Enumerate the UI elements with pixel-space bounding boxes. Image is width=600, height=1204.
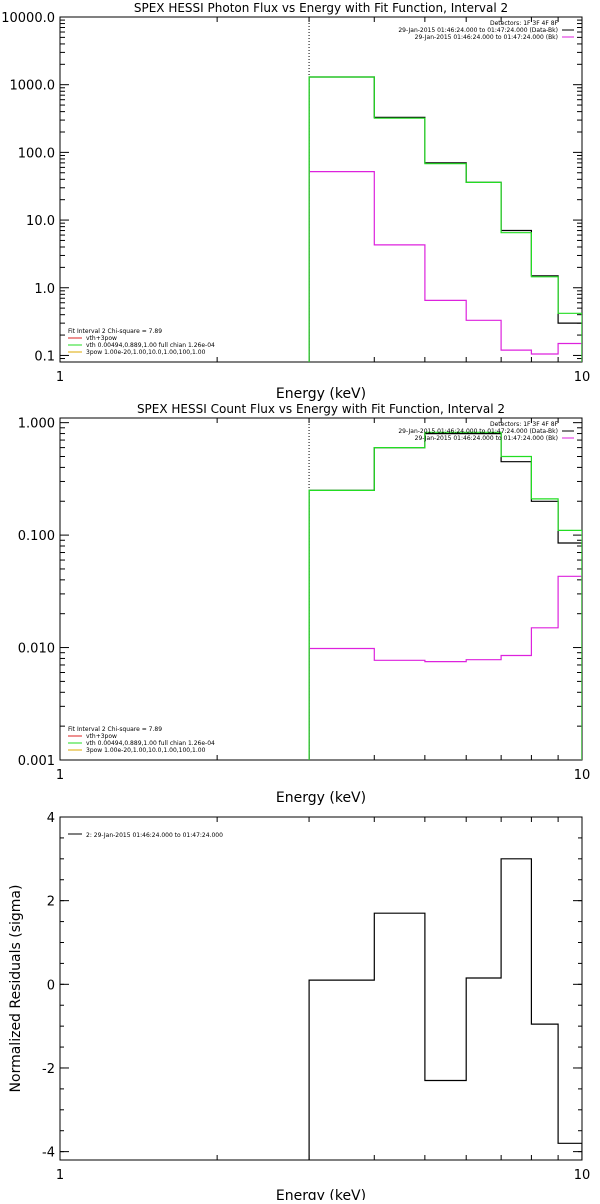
legend-entry: vth+3pow xyxy=(86,335,117,342)
x-tick-label: 1 xyxy=(56,370,64,385)
chart-title: SPEX HESSI Count Flux vs Energy with Fit… xyxy=(137,402,505,416)
legend-entry: vth 0.00494,0.889,1.00 full chian 1.26e-… xyxy=(86,342,215,349)
series-residuals xyxy=(308,858,582,1160)
legend-entry: 3pow 1.00e-20,1.00,10.0,1.00,100,1.00 xyxy=(86,747,206,754)
legend-entry: 29-Jan-2015 01:46:24.000 to 01:47:24.000… xyxy=(398,27,558,34)
y-tick-label: 0 xyxy=(47,978,55,993)
legend-entry: Detectors: 1F 3F 4F 8F xyxy=(490,421,559,428)
chart-panel-2: SPEX HESSI Count Flux vs Energy with Fit… xyxy=(18,402,590,806)
y-tick-label: 0.1 xyxy=(34,349,55,364)
series-vth xyxy=(308,431,582,760)
series-bk xyxy=(308,171,582,362)
legend-entry: Fit Interval 2 Chi-square = 7.89 xyxy=(68,726,162,733)
x-axis-label: Energy (keV) xyxy=(276,1188,366,1200)
legend-entry: 29-Jan-2015 01:46:24.000 to 01:47:24.000… xyxy=(415,34,558,41)
y-tick-label: -4 xyxy=(42,1146,55,1161)
y-tick-label: 0.100 xyxy=(18,529,55,544)
x-axis-label: Energy (keV) xyxy=(276,790,366,806)
y-tick-label: 1.000 xyxy=(18,417,55,432)
x-tick-label: 10 xyxy=(574,1168,591,1183)
plot-frame xyxy=(59,417,583,761)
legend-entry: 2: 29-Jan-2015 01:46:24.000 to 01:47:24.… xyxy=(86,832,223,839)
x-tick-label: 10 xyxy=(574,370,591,385)
x-tick-label: 10 xyxy=(574,768,591,783)
y-tick-label: 2 xyxy=(47,895,55,910)
plot-frame xyxy=(59,816,583,1161)
legend-entry: Detectors: 1F 3F 4F 8F xyxy=(490,20,559,27)
legend-entry: 29-Jan-2015 01:46:24.000 to 01:47:24.000… xyxy=(398,428,558,435)
legend-entry: Fit Interval 2 Chi-square = 7.89 xyxy=(68,328,162,335)
y-axis-label: Normalized Residuals (sigma) xyxy=(8,885,24,1093)
series-data-bk xyxy=(308,76,582,362)
y-tick-label: 100.0 xyxy=(18,146,55,161)
chart-title: SPEX HESSI Photon Flux vs Energy with Fi… xyxy=(134,1,508,15)
x-tick-label: 1 xyxy=(56,1168,64,1183)
series-bk xyxy=(308,575,582,760)
legend-entry: 3pow 1.00e-20,1.00,10.0,1.00,100,1.00 xyxy=(86,349,206,356)
legend-entry: vth 0.00494,0.889,1.00 full chian 1.26e-… xyxy=(86,740,215,747)
y-tick-label: 10000.0 xyxy=(1,11,55,26)
legend-entry: 29-Jan-2015 01:46:24.000 to 01:47:24.000… xyxy=(415,435,558,442)
y-tick-label: 4 xyxy=(47,811,55,826)
plot-frame xyxy=(59,16,583,363)
y-tick-label: 1000.0 xyxy=(10,79,56,94)
y-tick-label: -2 xyxy=(42,1062,55,1077)
legend-entry: vth+3pow xyxy=(86,733,117,740)
y-tick-label: 10.0 xyxy=(26,214,55,229)
y-tick-label: 0.010 xyxy=(18,642,55,657)
chart-panel-3: -4 -2 0 2 4 1 10 Energy (keV) Normalized Residua… xyxy=(8,811,591,1204)
series-data-bk xyxy=(308,433,582,760)
y-tick-label: 0.001 xyxy=(18,754,55,769)
x-tick-label: 1 xyxy=(56,768,64,783)
series-vth xyxy=(308,76,582,362)
x-axis-label: Energy (keV) xyxy=(276,386,366,402)
y-tick-label: 1.0 xyxy=(34,282,55,297)
chart-panel-1: SPEX HESSI Photon Flux vs Energy with Fi… xyxy=(1,1,590,402)
